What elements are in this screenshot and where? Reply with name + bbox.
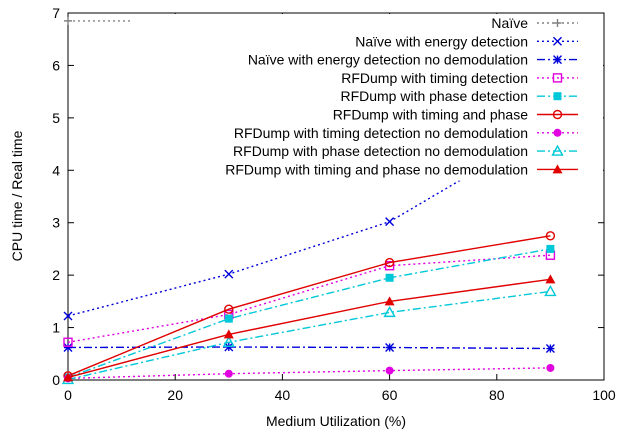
series-line [67,254,551,343]
series-group [63,342,555,354]
legend-label: Naïve [491,15,528,31]
legend-marker [552,164,563,174]
data-point [384,257,395,268]
legend-background [130,14,603,181]
data-point [224,269,234,279]
x-tick-label: 100 [592,387,616,403]
y-axis-title: CPU time / Real time [9,130,25,261]
data-point [63,372,73,382]
series-line [67,248,551,379]
data-point [385,273,394,282]
x-axis-title: Medium Utilization (%) [266,413,406,429]
x-tick-label: 20 [167,387,183,403]
series-line [67,278,551,379]
x-tick-label: 80 [489,387,505,403]
data-point [546,363,555,372]
legend-label: RFDump with phase detection no demodulat… [233,143,528,159]
legend-label: Naïve with energy detection [355,33,528,49]
legend-marker [552,109,563,120]
legend-marker [553,92,562,101]
legend-marker [551,144,564,156]
y-tick-label: 3 [52,215,60,231]
data-point [545,344,555,354]
data-point [385,342,395,352]
data-point [546,244,555,253]
series-line [67,367,551,380]
data-point [63,311,73,321]
data-point [385,217,395,227]
y-tick-label: 2 [52,267,60,283]
series-group [63,250,556,347]
x-tick-label: 60 [382,387,398,403]
x-tick-label: 0 [64,387,72,403]
data-point [384,296,395,306]
data-point [63,342,73,352]
y-tick-label: 0 [52,372,60,388]
series-line [67,126,551,317]
series-group [63,274,556,382]
plot-frame [67,12,605,381]
data-point [222,335,235,347]
data-point [224,304,234,314]
data-point [224,314,233,323]
series-line [67,346,551,350]
series-group [64,244,555,382]
data-point [545,274,556,284]
legend-marker [553,36,562,46]
y-tick-label: 6 [52,57,60,73]
y-tick-label: 1 [52,320,60,336]
data-point [383,305,396,318]
legend-label: RFDump with timing detection no demodula… [234,125,528,141]
data-point [64,16,72,25]
legend-marker [553,55,562,65]
x-tick-label: 40 [275,387,291,403]
data-point [224,369,233,378]
legend-marker [553,128,562,137]
axis-ticks: 0 20 40 60 80 100 0 1 2 3 4 5 6 7 [52,5,616,403]
data-point [385,366,394,375]
legend-marker [553,19,562,27]
series-group [63,231,556,381]
legend-label: RFDump with phase detection [340,88,528,104]
legend-label: Naïve with energy detection no demodulat… [248,52,528,68]
data-point [224,342,234,352]
series-line [67,235,551,377]
data-point [384,261,395,271]
legend-label: RFDump with timing and phase [333,107,529,123]
y-tick-label: 7 [52,5,60,21]
data-point [544,284,557,297]
data-point [223,329,234,339]
legend-label: RFDump with timing detection [341,70,528,86]
legend: Naïve Naïve with energy detection Naïve wi… [130,14,603,181]
y-tick-label: 5 [52,110,60,126]
y-tick-label: 4 [52,162,60,178]
legend-marker [552,73,563,83]
series-line [67,290,551,381]
legend-label: RFDump with timing and phase no demodula… [225,161,528,177]
data-point [63,337,73,347]
series-group [61,284,557,385]
data-point [545,231,556,241]
